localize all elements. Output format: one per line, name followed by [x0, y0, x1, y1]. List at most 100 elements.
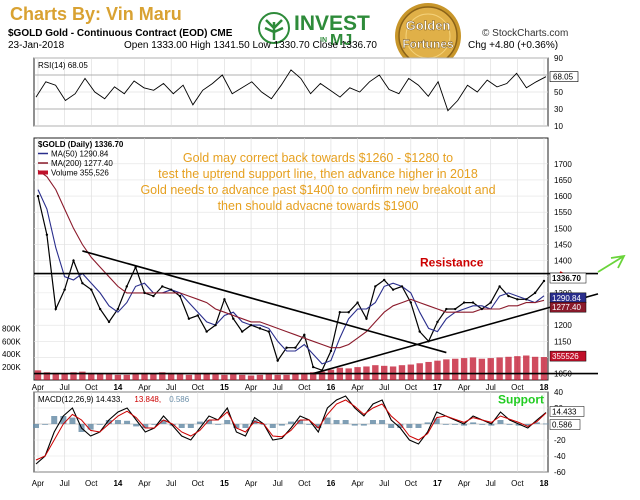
- macd-histogram-bar: [160, 420, 167, 424]
- price-point: [125, 285, 128, 288]
- price-point: [178, 294, 182, 298]
- volume-bar: [203, 373, 210, 380]
- golden-fortunes-logo: Golden Fortunes: [395, 3, 461, 69]
- x-tick-label: Jul: [486, 479, 496, 488]
- volume-bar: [301, 374, 308, 380]
- x-tick-label: Apr: [138, 479, 151, 488]
- price-point: [143, 291, 146, 295]
- macd-tick-label: -60: [554, 468, 566, 477]
- price-point: [391, 288, 395, 291]
- volume-bar: [185, 374, 193, 380]
- brand-title: Charts By: Vin Maru: [10, 4, 182, 24]
- price-point: [152, 294, 155, 298]
- x-tick-label: 15: [220, 383, 229, 392]
- volume-bar: [194, 374, 201, 380]
- price-point: [533, 291, 537, 295]
- resistance-label: Resistance: [420, 256, 484, 270]
- macd-panel: [33, 391, 549, 473]
- price-tick-label: 1450: [554, 240, 572, 249]
- annotation-note: Gold may correct back towards $1260 - $1…: [183, 151, 453, 165]
- x-tick-label: Oct: [511, 479, 524, 488]
- price-point: [454, 307, 457, 311]
- x-tick-label: Jul: [60, 479, 70, 488]
- x-tick-label: 16: [326, 383, 335, 392]
- last-value-label: 1290.84: [552, 294, 581, 303]
- price-point: [196, 314, 199, 317]
- volume-bar: [123, 374, 130, 380]
- price-point: [240, 330, 244, 333]
- volume-bar: [61, 373, 68, 380]
- macd-histogram-bar: [142, 424, 149, 428]
- macd-histogram-bar: [124, 420, 131, 424]
- x-tick-label: 16: [326, 479, 335, 488]
- x-tick-label: 14: [113, 479, 122, 488]
- macd-histogram-bar: [333, 420, 340, 424]
- price-point: [480, 307, 484, 311]
- macd-histogram-bar: [461, 424, 468, 426]
- macd-histogram-bar: [51, 416, 58, 424]
- annotation-note: then should advacne towards $1900: [218, 199, 419, 213]
- price-point: [107, 320, 111, 324]
- price-point: [347, 311, 350, 314]
- price-point: [365, 317, 368, 320]
- volume-bar: [79, 371, 86, 380]
- price-point: [169, 288, 173, 291]
- symbol-line: $GOLD Gold - Continuous Contract (EOD) C…: [8, 28, 233, 39]
- fortunes-logo-bottom: Fortunes: [402, 37, 454, 51]
- x-tick-label: Oct: [511, 383, 524, 392]
- volume-bar: [96, 373, 104, 380]
- price-point: [276, 359, 279, 362]
- price-tick-label: 1600: [554, 192, 572, 201]
- price-point: [116, 307, 120, 311]
- macd-histogram-bar: [233, 424, 240, 428]
- macd-histogram-bar: [206, 420, 213, 424]
- macd-histogram-bar: [215, 424, 222, 425]
- macd-histogram-bar: [269, 424, 276, 428]
- volume-tick-label: 800K: [2, 324, 21, 333]
- macd-histogram-bar: [60, 416, 67, 424]
- volume-bar: [327, 369, 335, 380]
- x-tick-label: Oct: [192, 383, 205, 392]
- volume-bar: [70, 372, 77, 380]
- volume-bar: [159, 372, 166, 380]
- price-point: [383, 278, 386, 282]
- price-point: [329, 349, 333, 353]
- volume-bar: [318, 371, 326, 380]
- price-point: [285, 346, 288, 349]
- volume-bar: [132, 374, 139, 380]
- price-point: [187, 317, 191, 320]
- volume-bar: [452, 358, 459, 380]
- price-point: [356, 301, 359, 304]
- invest-logo-mj: MJ: [330, 32, 352, 46]
- fortunes-logo-top: Golden: [406, 18, 451, 33]
- macd-histogram-bar: [196, 421, 203, 424]
- x-tick-label: Apr: [138, 383, 151, 392]
- volume-bar: [505, 356, 512, 380]
- volume-bar: [398, 365, 406, 380]
- price-point: [214, 323, 217, 327]
- macd-histogram-bar: [360, 424, 367, 426]
- volume-bar: [514, 356, 521, 380]
- x-tick-label: Jul: [166, 383, 176, 392]
- macd-legend-entry: MACD(12,26,9) 14.433,: [38, 395, 123, 404]
- macd-line: [35, 395, 547, 465]
- macd-histogram-bar: [306, 424, 313, 425]
- volume-bar: [265, 374, 273, 380]
- macd-histogram-bar: [433, 418, 440, 424]
- gold-coin-icon: [395, 3, 461, 69]
- macd-histogram-bar: [479, 424, 486, 425]
- macd-legend-entry: 13.848,: [134, 395, 161, 404]
- legend-entry: MA(200) 1277.40: [51, 159, 113, 168]
- x-tick-label: Jul: [273, 479, 283, 488]
- volume-bar: [167, 372, 175, 380]
- price-tick-label: 1200: [554, 321, 572, 330]
- macd-histogram-bar: [242, 424, 249, 428]
- macd-histogram-bar: [114, 420, 121, 424]
- rsi-line: [35, 69, 547, 112]
- x-tick-label: Oct: [192, 479, 205, 488]
- macd-histogram-bar: [105, 420, 112, 424]
- x-tick-label: Jul: [166, 479, 176, 488]
- macd-histogram-bar: [187, 424, 194, 428]
- macd-histogram-bar: [397, 424, 404, 428]
- macd-hist-last-label: 0.586: [552, 421, 573, 430]
